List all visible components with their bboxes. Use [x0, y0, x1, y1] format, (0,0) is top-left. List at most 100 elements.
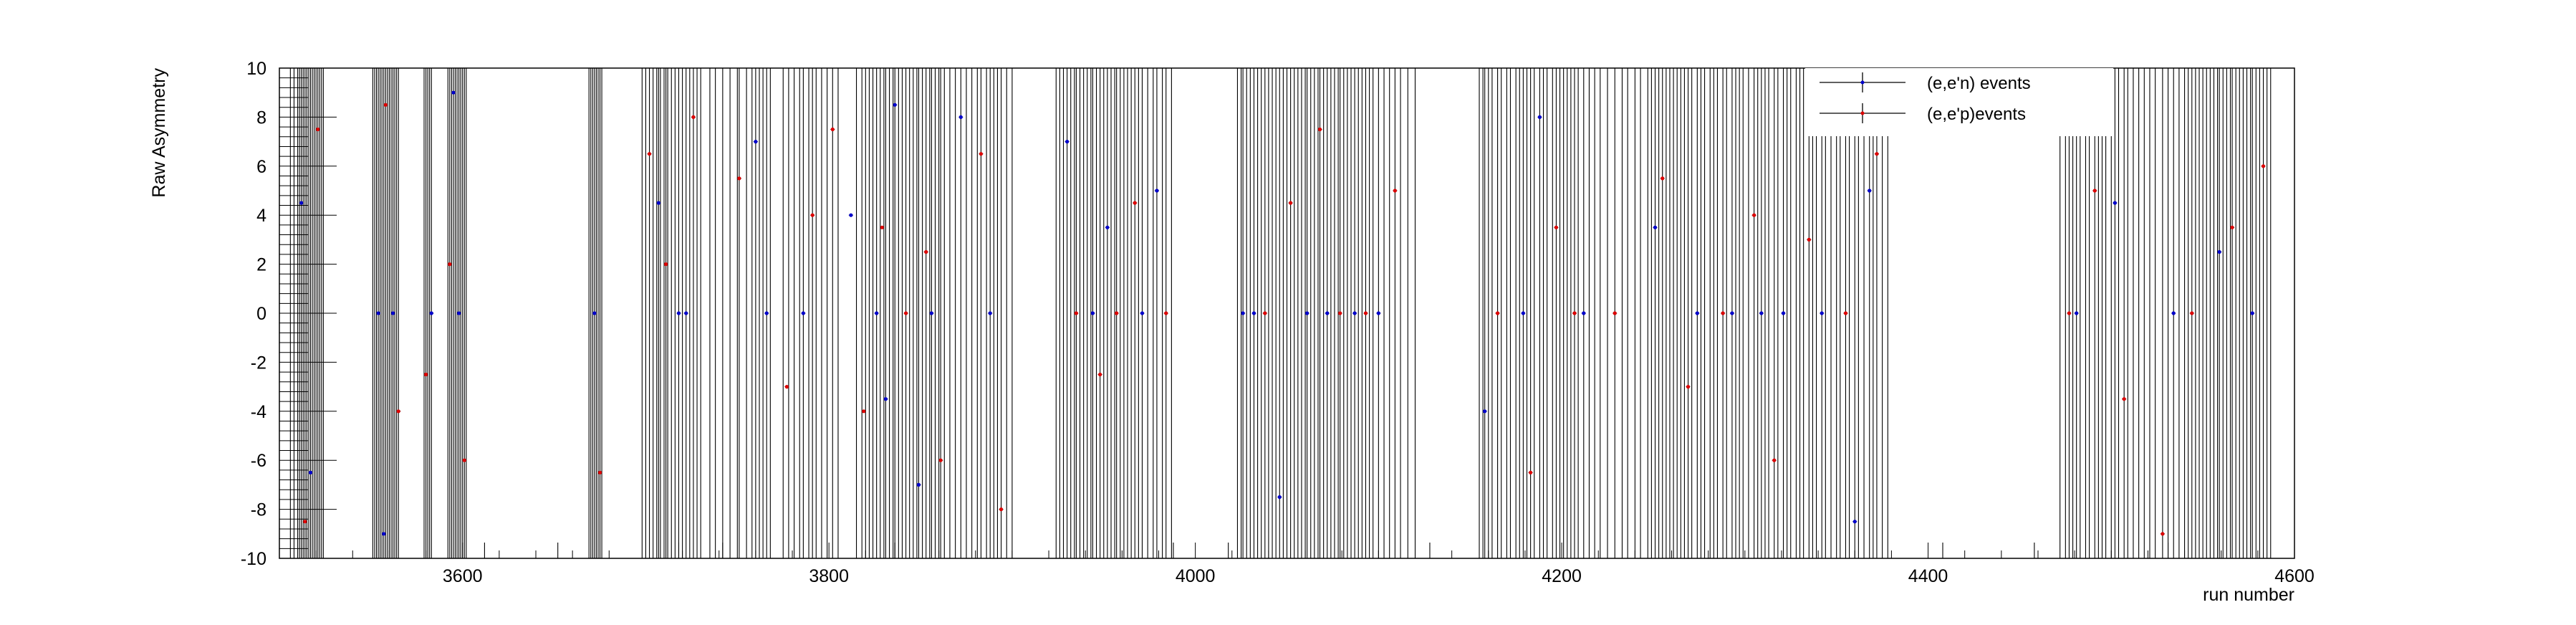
y-tick-label: -2 [251, 353, 266, 373]
point-een [1653, 225, 1658, 229]
point-eep [1115, 311, 1119, 315]
point-een [684, 311, 688, 315]
point-een [1820, 311, 1824, 315]
x-tick-label: 3800 [809, 566, 849, 586]
point-eep [862, 409, 866, 414]
x-tick-label: 4000 [1176, 566, 1216, 586]
point-een [1090, 311, 1095, 315]
point-eep [830, 127, 835, 132]
point-een [1352, 311, 1357, 315]
legend-marker-een [1860, 80, 1865, 85]
point-een [308, 470, 313, 474]
plot-frame [279, 67, 2295, 559]
point-een [883, 397, 888, 401]
point-een [1105, 225, 1110, 229]
point-eep [423, 372, 428, 377]
errorbar-layer [289, 68, 2272, 558]
point-een [988, 311, 992, 315]
point-een [916, 482, 921, 487]
point-eep [999, 507, 1004, 512]
point-een [1305, 311, 1309, 315]
point-eep [1554, 225, 1559, 229]
point-eep [396, 409, 400, 414]
point-eep [1752, 213, 1756, 217]
point-een [929, 311, 933, 315]
point-een [2113, 201, 2117, 205]
point-een [1759, 311, 1764, 315]
point-een [1140, 311, 1145, 315]
point-eep [1572, 311, 1577, 315]
legend-label-eep: (e,e'p)events [1927, 105, 2026, 124]
legend-box [1805, 68, 2113, 136]
point-eep [2190, 311, 2194, 315]
point-een [1251, 311, 1256, 315]
x-axis-label: run number [2203, 585, 2294, 605]
point-een [893, 102, 897, 107]
point-eep [597, 470, 602, 474]
point-eep [1074, 311, 1079, 315]
point-eep [1133, 201, 1137, 205]
y-tick-label: -6 [251, 451, 266, 471]
y-tick-label: -8 [251, 500, 266, 520]
point-eep [1289, 201, 1293, 205]
point-eep [924, 249, 928, 254]
point-eep [1686, 385, 1691, 389]
point-eep [691, 115, 696, 119]
point-een [676, 311, 681, 315]
point-eep [2261, 164, 2266, 168]
point-een [429, 311, 433, 315]
legend: (e,e'n) events (e,e'p)events [1805, 68, 2113, 136]
point-eep [2122, 397, 2126, 401]
point-een [1277, 495, 1282, 500]
point-een [2217, 249, 2221, 254]
point-een [376, 311, 380, 315]
point-eep [647, 152, 652, 156]
point-eep [2092, 189, 2097, 193]
point-eep [979, 152, 984, 156]
legend-label-een: (e,e'n) events [1927, 74, 2031, 93]
point-eep [462, 458, 466, 462]
point-eep [880, 225, 884, 229]
point-een [1521, 311, 1525, 315]
point-eep [938, 458, 943, 462]
point-eep [2161, 532, 2165, 536]
point-eep [1338, 311, 1342, 315]
point-eep [383, 102, 388, 107]
point-een [875, 311, 879, 315]
point-een [592, 311, 597, 315]
point-eep [303, 520, 307, 524]
point-eep [1843, 311, 1848, 315]
point-een [1376, 311, 1380, 315]
point-eep [316, 127, 320, 132]
point-een [1155, 189, 1159, 193]
point-eep [448, 262, 452, 267]
point-een [390, 311, 395, 315]
y-tick-label: -10 [241, 549, 266, 569]
point-eep [1875, 152, 1879, 156]
point-eep [1721, 311, 1725, 315]
y-tick-label: -4 [251, 402, 266, 422]
point-eep [1772, 458, 1777, 462]
point-een [801, 311, 805, 315]
point-een [382, 532, 386, 536]
point-een [299, 201, 304, 205]
y-tick-label: 8 [256, 108, 266, 128]
point-een [764, 311, 769, 315]
point-eep [1164, 311, 1168, 315]
y-axis: -10 -8 -6 -4 -2 0 2 4 6 8 10 [241, 59, 337, 569]
point-een [1781, 311, 1786, 315]
point-eep [784, 385, 789, 389]
x-tick-label: 4600 [2274, 566, 2315, 586]
series-layer [299, 90, 2266, 536]
y-tick-label: 4 [256, 206, 266, 226]
point-een [1241, 311, 1245, 315]
point-een [656, 201, 660, 205]
point-een [849, 213, 853, 217]
point-eep [2230, 225, 2234, 229]
point-een [1537, 115, 1542, 119]
point-eep [1661, 176, 1665, 181]
point-een [2075, 311, 2079, 315]
point-een [2171, 311, 2176, 315]
y-axis-label: Raw Asymmetry [149, 68, 169, 198]
